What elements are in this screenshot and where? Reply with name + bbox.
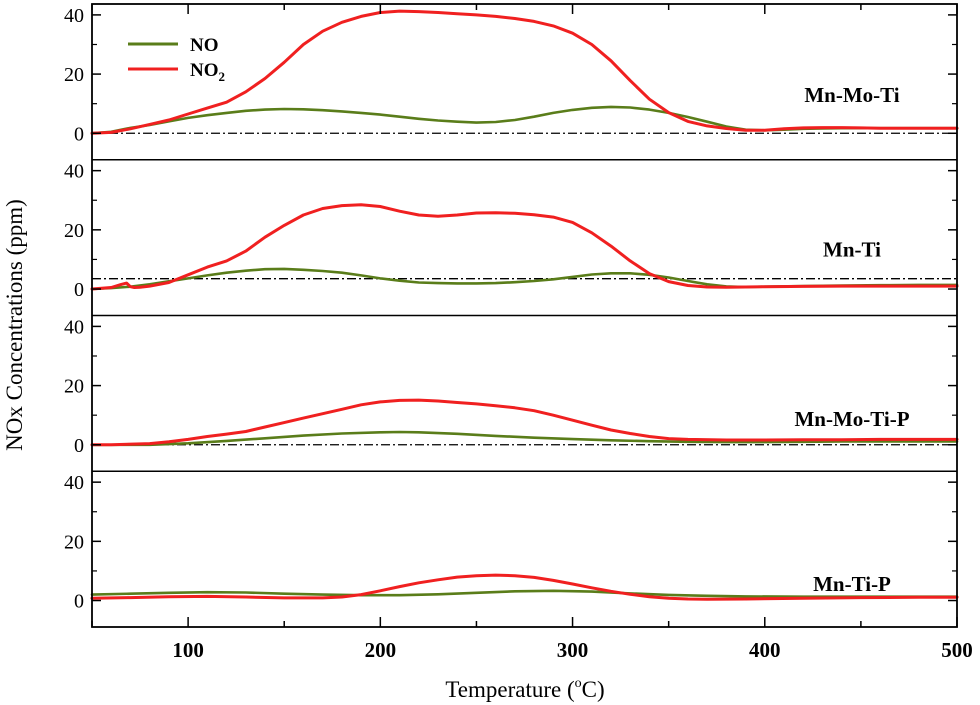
legend-no2-label: NO2: [190, 60, 225, 84]
panel-label: Mn-Ti: [823, 237, 881, 261]
panel-1: Mn-Ti: [90, 203, 959, 291]
panel-label: Mn-Ti-P: [813, 572, 891, 596]
y-tick-label: 20: [64, 531, 84, 553]
x-tick-label: 200: [365, 638, 397, 662]
panel-3: Mn-Ti-P: [90, 572, 959, 601]
x-tick-label: 400: [749, 638, 781, 662]
y-tick-label: 40: [64, 5, 84, 27]
series-no2-line: [90, 9, 959, 135]
legend-label-text: NO: [190, 35, 219, 56]
x-tick-label: 500: [941, 638, 973, 662]
plot-border: [91, 3, 958, 628]
y-tick-label: 0: [74, 123, 84, 145]
y-tick-label: 40: [64, 161, 84, 183]
panel-label: Mn-Mo-Ti: [804, 83, 899, 107]
x-tick-label: 300: [557, 638, 589, 662]
x-axis-title-main: Temperature (: [445, 677, 574, 702]
y-tick-label: 40: [64, 472, 84, 494]
y-tick-label: 20: [64, 220, 84, 242]
legend-label-text: NO: [190, 60, 219, 81]
series-no2-line: [90, 573, 959, 601]
series-no-line: [90, 105, 959, 135]
y-tick-label: 40: [64, 316, 84, 338]
series-no-line: [90, 430, 959, 447]
plot-frame: 0 20 40 0 20 40 0 20 40 0 20 40: [64, 3, 958, 628]
panel-0: Mn-Mo-Ti: [90, 9, 959, 135]
series-no2-line: [90, 398, 959, 447]
x-tick-label: 100: [172, 638, 204, 662]
y-tick-label: 0: [74, 591, 84, 613]
legend-no-label: NO: [190, 35, 219, 56]
y-tick-label: 20: [64, 64, 84, 86]
x-axis-title-unit: C): [582, 677, 605, 702]
panel-2: Mn-Mo-Ti-P: [90, 398, 959, 447]
series-no2-line: [90, 203, 959, 291]
y-tick-label: 20: [64, 376, 84, 398]
y-tick-label: 0: [74, 435, 84, 457]
panel-label: Mn-Mo-Ti-P: [794, 407, 909, 431]
x-axis-title: Temperature (oC): [445, 676, 604, 702]
x-axis: 100 200 300 400 500: [91, 4, 973, 662]
x-axis-title-degree: o: [575, 676, 582, 691]
y-axis-title: NOx Concentrations (ppm): [2, 199, 27, 451]
legend-label-subscript: 2: [219, 69, 226, 84]
y-tick-label: 0: [74, 279, 84, 301]
series-no-line: [90, 589, 959, 598]
panels-layer: Mn-Mo-Ti Mn-Ti Mn-Mo-Ti-P Mn-Ti-P: [90, 9, 959, 601]
